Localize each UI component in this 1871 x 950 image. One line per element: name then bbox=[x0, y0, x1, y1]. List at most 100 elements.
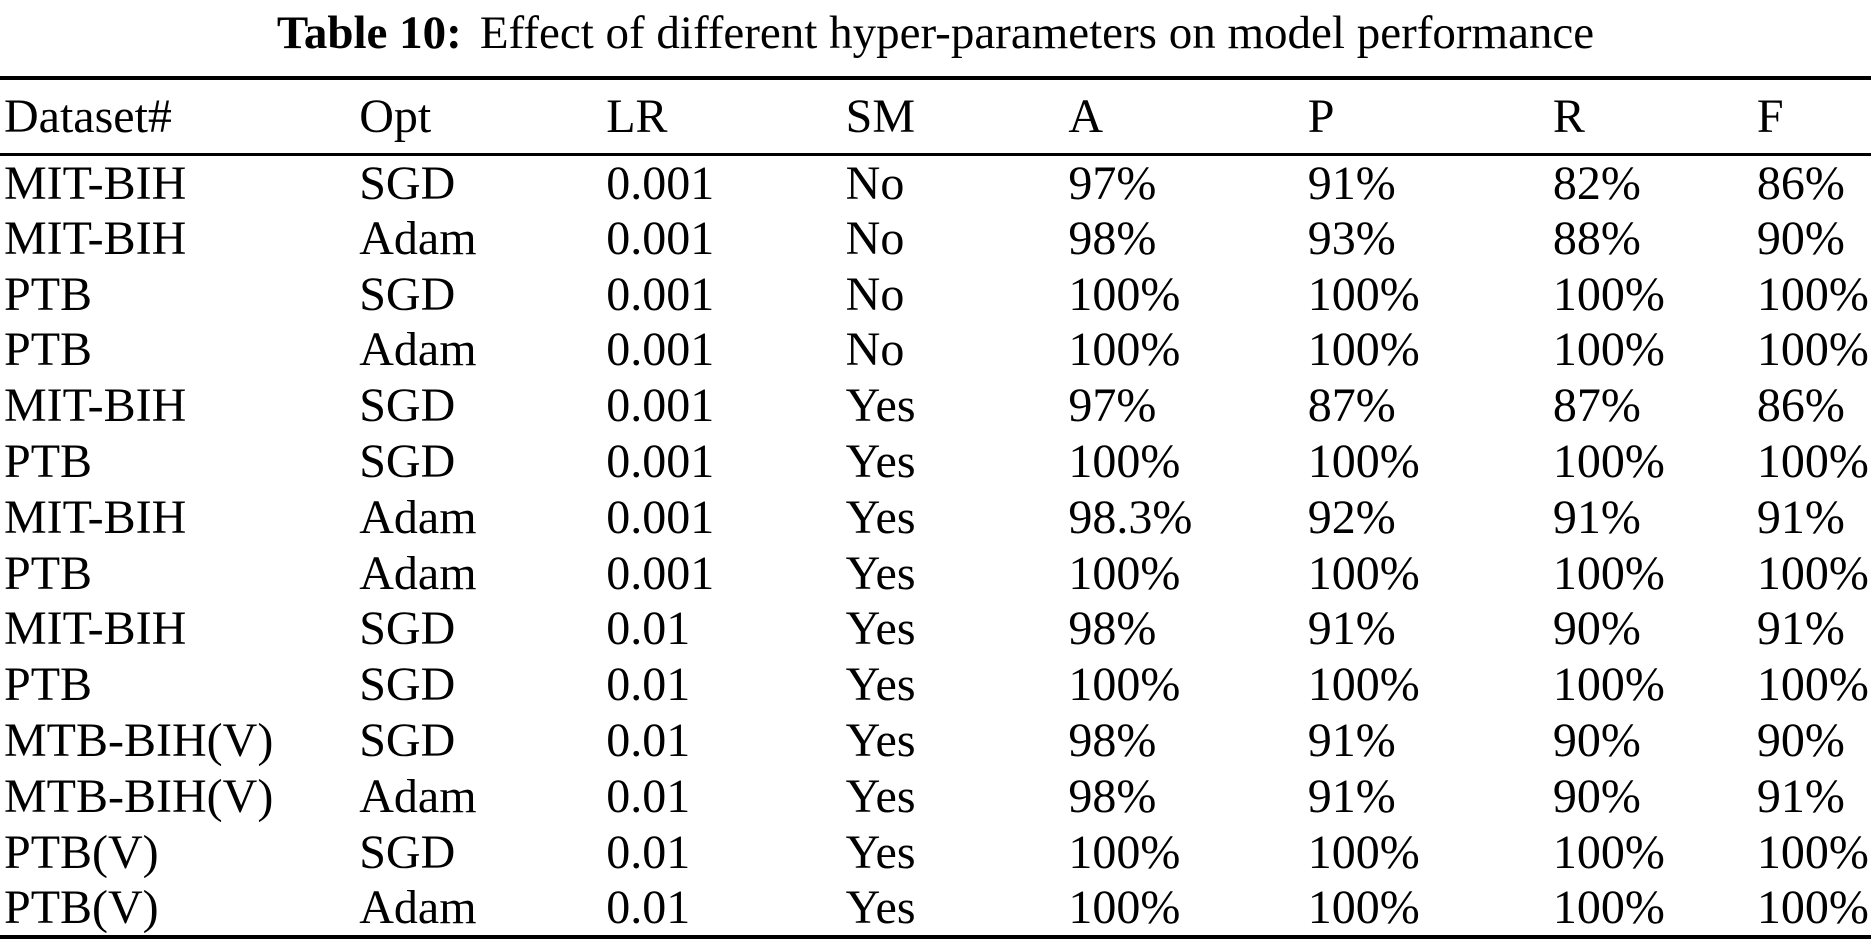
table-cell: Yes bbox=[845, 825, 916, 879]
table-row: MIT-BIH Adam 0.001 No 98% 93% 88% 90% bbox=[0, 211, 1871, 267]
table-cell: 100% bbox=[1552, 323, 1665, 377]
table-cell: 0.001 bbox=[606, 156, 715, 210]
table-cell: 100% bbox=[1756, 825, 1869, 879]
column-header-p: P bbox=[1307, 78, 1553, 156]
table-cell: 98% bbox=[1068, 714, 1157, 768]
table-cell: 0.001 bbox=[606, 490, 715, 544]
table-cell: No bbox=[845, 156, 905, 210]
table-row: MIT-BIH SGD 0.001 Yes 97% 87% 87% 86% bbox=[0, 378, 1871, 434]
table-cell: Adam bbox=[359, 211, 477, 265]
table-cell: 100% bbox=[1307, 825, 1420, 879]
table-cell: 91% bbox=[1307, 769, 1396, 823]
column-header-f: F bbox=[1756, 78, 1871, 156]
table-cell: Yes bbox=[845, 658, 916, 712]
table-cell: 87% bbox=[1552, 379, 1641, 433]
column-header-sm: SM bbox=[845, 78, 1069, 156]
table-cell: 90% bbox=[1552, 602, 1641, 656]
table-cell: Yes bbox=[845, 546, 916, 600]
table-caption: Table 10: Effect of different hyper-param… bbox=[0, 0, 1871, 76]
table-cell: 100% bbox=[1307, 546, 1420, 600]
table-cell: MIT-BIH bbox=[4, 156, 187, 210]
table-cell: Adam bbox=[359, 546, 477, 600]
table-row: MIT-BIH SGD 0.01 Yes 98% 91% 90% 91% bbox=[0, 601, 1871, 657]
table-cell: 100% bbox=[1307, 267, 1420, 321]
table-cell: 98% bbox=[1068, 211, 1157, 265]
table-cell: 100% bbox=[1307, 323, 1420, 377]
table-cell: SGD bbox=[359, 156, 456, 210]
table-cell: No bbox=[845, 323, 905, 377]
table-cell: 91% bbox=[1307, 714, 1396, 768]
table-cell: Yes bbox=[845, 769, 916, 823]
table-cell: No bbox=[845, 267, 905, 321]
table-cell: SGD bbox=[359, 379, 456, 433]
table-cell: MIT-BIH bbox=[4, 211, 187, 265]
table-cell: 100% bbox=[1756, 881, 1869, 935]
table-cell: 100% bbox=[1307, 658, 1420, 712]
table-row: MIT-BIH Adam 0.001 Yes 98.3% 92% 91% 91% bbox=[0, 489, 1871, 545]
table-cell: Yes bbox=[845, 714, 916, 768]
table-cell: 100% bbox=[1068, 323, 1181, 377]
table-cell: SGD bbox=[359, 602, 456, 656]
table-cell: 91% bbox=[1552, 490, 1641, 544]
table-cell: 86% bbox=[1756, 156, 1845, 210]
table-cell: 100% bbox=[1756, 546, 1869, 600]
table-cell: 91% bbox=[1756, 490, 1845, 544]
column-header-opt: Opt bbox=[359, 78, 607, 156]
table-cell: 100% bbox=[1068, 267, 1181, 321]
table-cell: 100% bbox=[1068, 546, 1181, 600]
table-cell: Yes bbox=[845, 881, 916, 935]
table-cell: SGD bbox=[359, 825, 456, 879]
table-cell: PTB bbox=[4, 546, 93, 600]
hyperparameters-table: Dataset# Opt LR SM A P R F MIT-BIH SGD 0.001 No 97%… bbox=[0, 76, 1871, 940]
table-cell: Yes bbox=[845, 435, 916, 489]
table-cell: 100% bbox=[1068, 658, 1181, 712]
table-row: PTB SGD 0.01 Yes 100% 100% 100% 100% bbox=[0, 657, 1871, 713]
table-cell: 100% bbox=[1756, 435, 1869, 489]
table-cell: 100% bbox=[1307, 435, 1420, 489]
table-cell: 100% bbox=[1307, 881, 1420, 935]
table-cell: 0.001 bbox=[606, 323, 715, 377]
table-cell: Adam bbox=[359, 769, 477, 823]
table-cell: Adam bbox=[359, 490, 477, 544]
table-cell: MIT-BIH bbox=[4, 602, 187, 656]
table-row: PTB Adam 0.001 No 100% 100% 100% 100% bbox=[0, 322, 1871, 378]
column-header-lr: LR bbox=[606, 78, 846, 156]
table-cell: 0.01 bbox=[606, 825, 691, 879]
table-cell: SGD bbox=[359, 267, 456, 321]
table-cell: 91% bbox=[1307, 602, 1396, 656]
table-cell: 90% bbox=[1756, 714, 1845, 768]
column-header-r: R bbox=[1552, 78, 1757, 156]
table-cell: MIT-BIH bbox=[4, 379, 187, 433]
table-row: PTB Adam 0.001 Yes 100% 100% 100% 100% bbox=[0, 545, 1871, 601]
table-cell: SGD bbox=[359, 435, 456, 489]
table-cell: 100% bbox=[1552, 825, 1665, 879]
table-cell: PTB bbox=[4, 267, 93, 321]
table-cell: 90% bbox=[1552, 714, 1641, 768]
table-cell: 0.01 bbox=[606, 658, 691, 712]
table-cell: Yes bbox=[845, 602, 916, 656]
table-cell: 100% bbox=[1756, 323, 1869, 377]
table-cell: 90% bbox=[1552, 769, 1641, 823]
table-cell: 0.01 bbox=[606, 769, 691, 823]
table-cell: 97% bbox=[1068, 379, 1157, 433]
table-head: Dataset# Opt LR SM A P R F bbox=[0, 78, 1871, 156]
table-cell: 100% bbox=[1552, 267, 1665, 321]
table-cell: 0.001 bbox=[606, 435, 715, 489]
table-cell: PTB(V) bbox=[4, 825, 159, 879]
table-cell: Yes bbox=[845, 379, 916, 433]
table-cell: 100% bbox=[1068, 435, 1181, 489]
table-row: PTB(V) SGD 0.01 Yes 100% 100% 100% 100% bbox=[0, 824, 1871, 880]
table-cell: 100% bbox=[1552, 658, 1665, 712]
table-cell: 100% bbox=[1068, 881, 1181, 935]
table-row: PTB(V) Adam 0.01 Yes 100% 100% 100% 100% bbox=[0, 880, 1871, 937]
table-cell: 98.3% bbox=[1068, 490, 1193, 544]
table-cell: PTB bbox=[4, 658, 93, 712]
table-row: MIT-BIH SGD 0.001 No 97% 91% 82% 86% bbox=[0, 154, 1871, 211]
table-cell: Adam bbox=[359, 323, 477, 377]
table-cell: 90% bbox=[1756, 211, 1845, 265]
table-cell: Yes bbox=[845, 490, 916, 544]
table-cell: Adam bbox=[359, 881, 477, 935]
table-cell: 82% bbox=[1552, 156, 1641, 210]
table-cell: 0.001 bbox=[606, 546, 715, 600]
